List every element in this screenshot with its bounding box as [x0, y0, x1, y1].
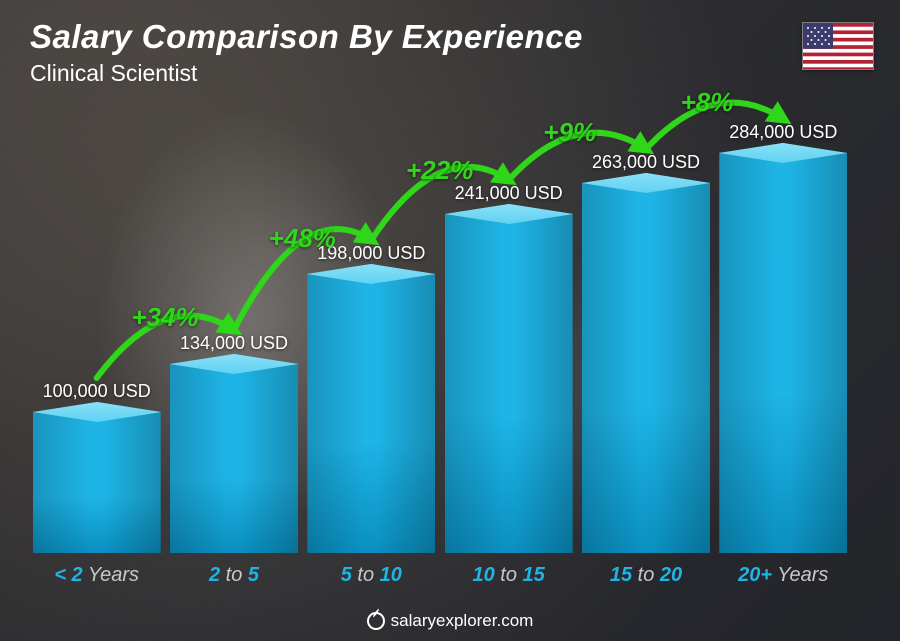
footer: salaryexplorer.com — [0, 611, 900, 631]
bars-container: 100,000 USD 134,000 USD 198,000 USD 241,000… — [30, 123, 850, 553]
x-axis-label: 2 to 5 — [167, 564, 300, 587]
country-flag-us — [802, 22, 874, 70]
site-logo-icon — [367, 612, 385, 630]
infographic-stage: Salary Comparison By Experience Clinical… — [0, 0, 900, 641]
bar — [170, 364, 298, 553]
bar-shade — [307, 274, 435, 553]
page-subtitle: Clinical Scientist — [30, 60, 583, 87]
bar — [307, 274, 435, 553]
bar-shade — [582, 183, 710, 553]
bar-value-label: 134,000 USD — [180, 333, 288, 354]
x-axis-label: 5 to 10 — [305, 564, 438, 587]
x-axis-labels: < 2 Years2 to 55 to 1010 to 1515 to 2020… — [30, 564, 850, 587]
bar-value-label: 100,000 USD — [43, 381, 151, 402]
bar-top-face — [582, 173, 710, 193]
chart-area: 100,000 USD 134,000 USD 198,000 USD 241,000… — [30, 101, 850, 581]
bar-top-face — [170, 354, 298, 374]
bar — [445, 214, 573, 553]
bar-shade — [33, 412, 161, 553]
x-axis-label: 10 to 15 — [442, 564, 575, 587]
bar-slot-4: 263,000 USD — [579, 152, 712, 553]
bar — [33, 412, 161, 553]
increase-pct-label: +8% — [681, 87, 734, 118]
page-title: Salary Comparison By Experience — [30, 18, 583, 56]
bar-slot-3: 241,000 USD — [442, 183, 575, 553]
bar-top-face — [307, 264, 435, 284]
bar-top-face — [445, 204, 573, 224]
bar-shade — [170, 364, 298, 553]
bar-value-label: 284,000 USD — [729, 122, 837, 143]
bar-value-label: 241,000 USD — [455, 183, 563, 204]
bar-shade — [445, 214, 573, 553]
bar-slot-2: 198,000 USD — [305, 243, 438, 553]
bar-slot-0: 100,000 USD — [30, 381, 163, 553]
bar — [719, 153, 847, 553]
bar-slot-1: 134,000 USD — [167, 333, 300, 553]
x-axis-label: 15 to 20 — [579, 564, 712, 587]
title-block: Salary Comparison By Experience Clinical… — [30, 18, 583, 87]
x-axis-label: < 2 Years — [30, 564, 163, 587]
bar — [582, 183, 710, 553]
footer-site: salaryexplorer.com — [391, 611, 534, 631]
bar-shade — [719, 153, 847, 553]
bar-value-label: 198,000 USD — [317, 243, 425, 264]
bar-slot-5: 284,000 USD — [717, 122, 850, 553]
us-flag-icon — [803, 23, 874, 70]
bar-top-face — [33, 402, 161, 422]
bar-top-face — [719, 143, 847, 163]
bar-value-label: 263,000 USD — [592, 152, 700, 173]
x-axis-label: 20+ Years — [717, 564, 850, 587]
